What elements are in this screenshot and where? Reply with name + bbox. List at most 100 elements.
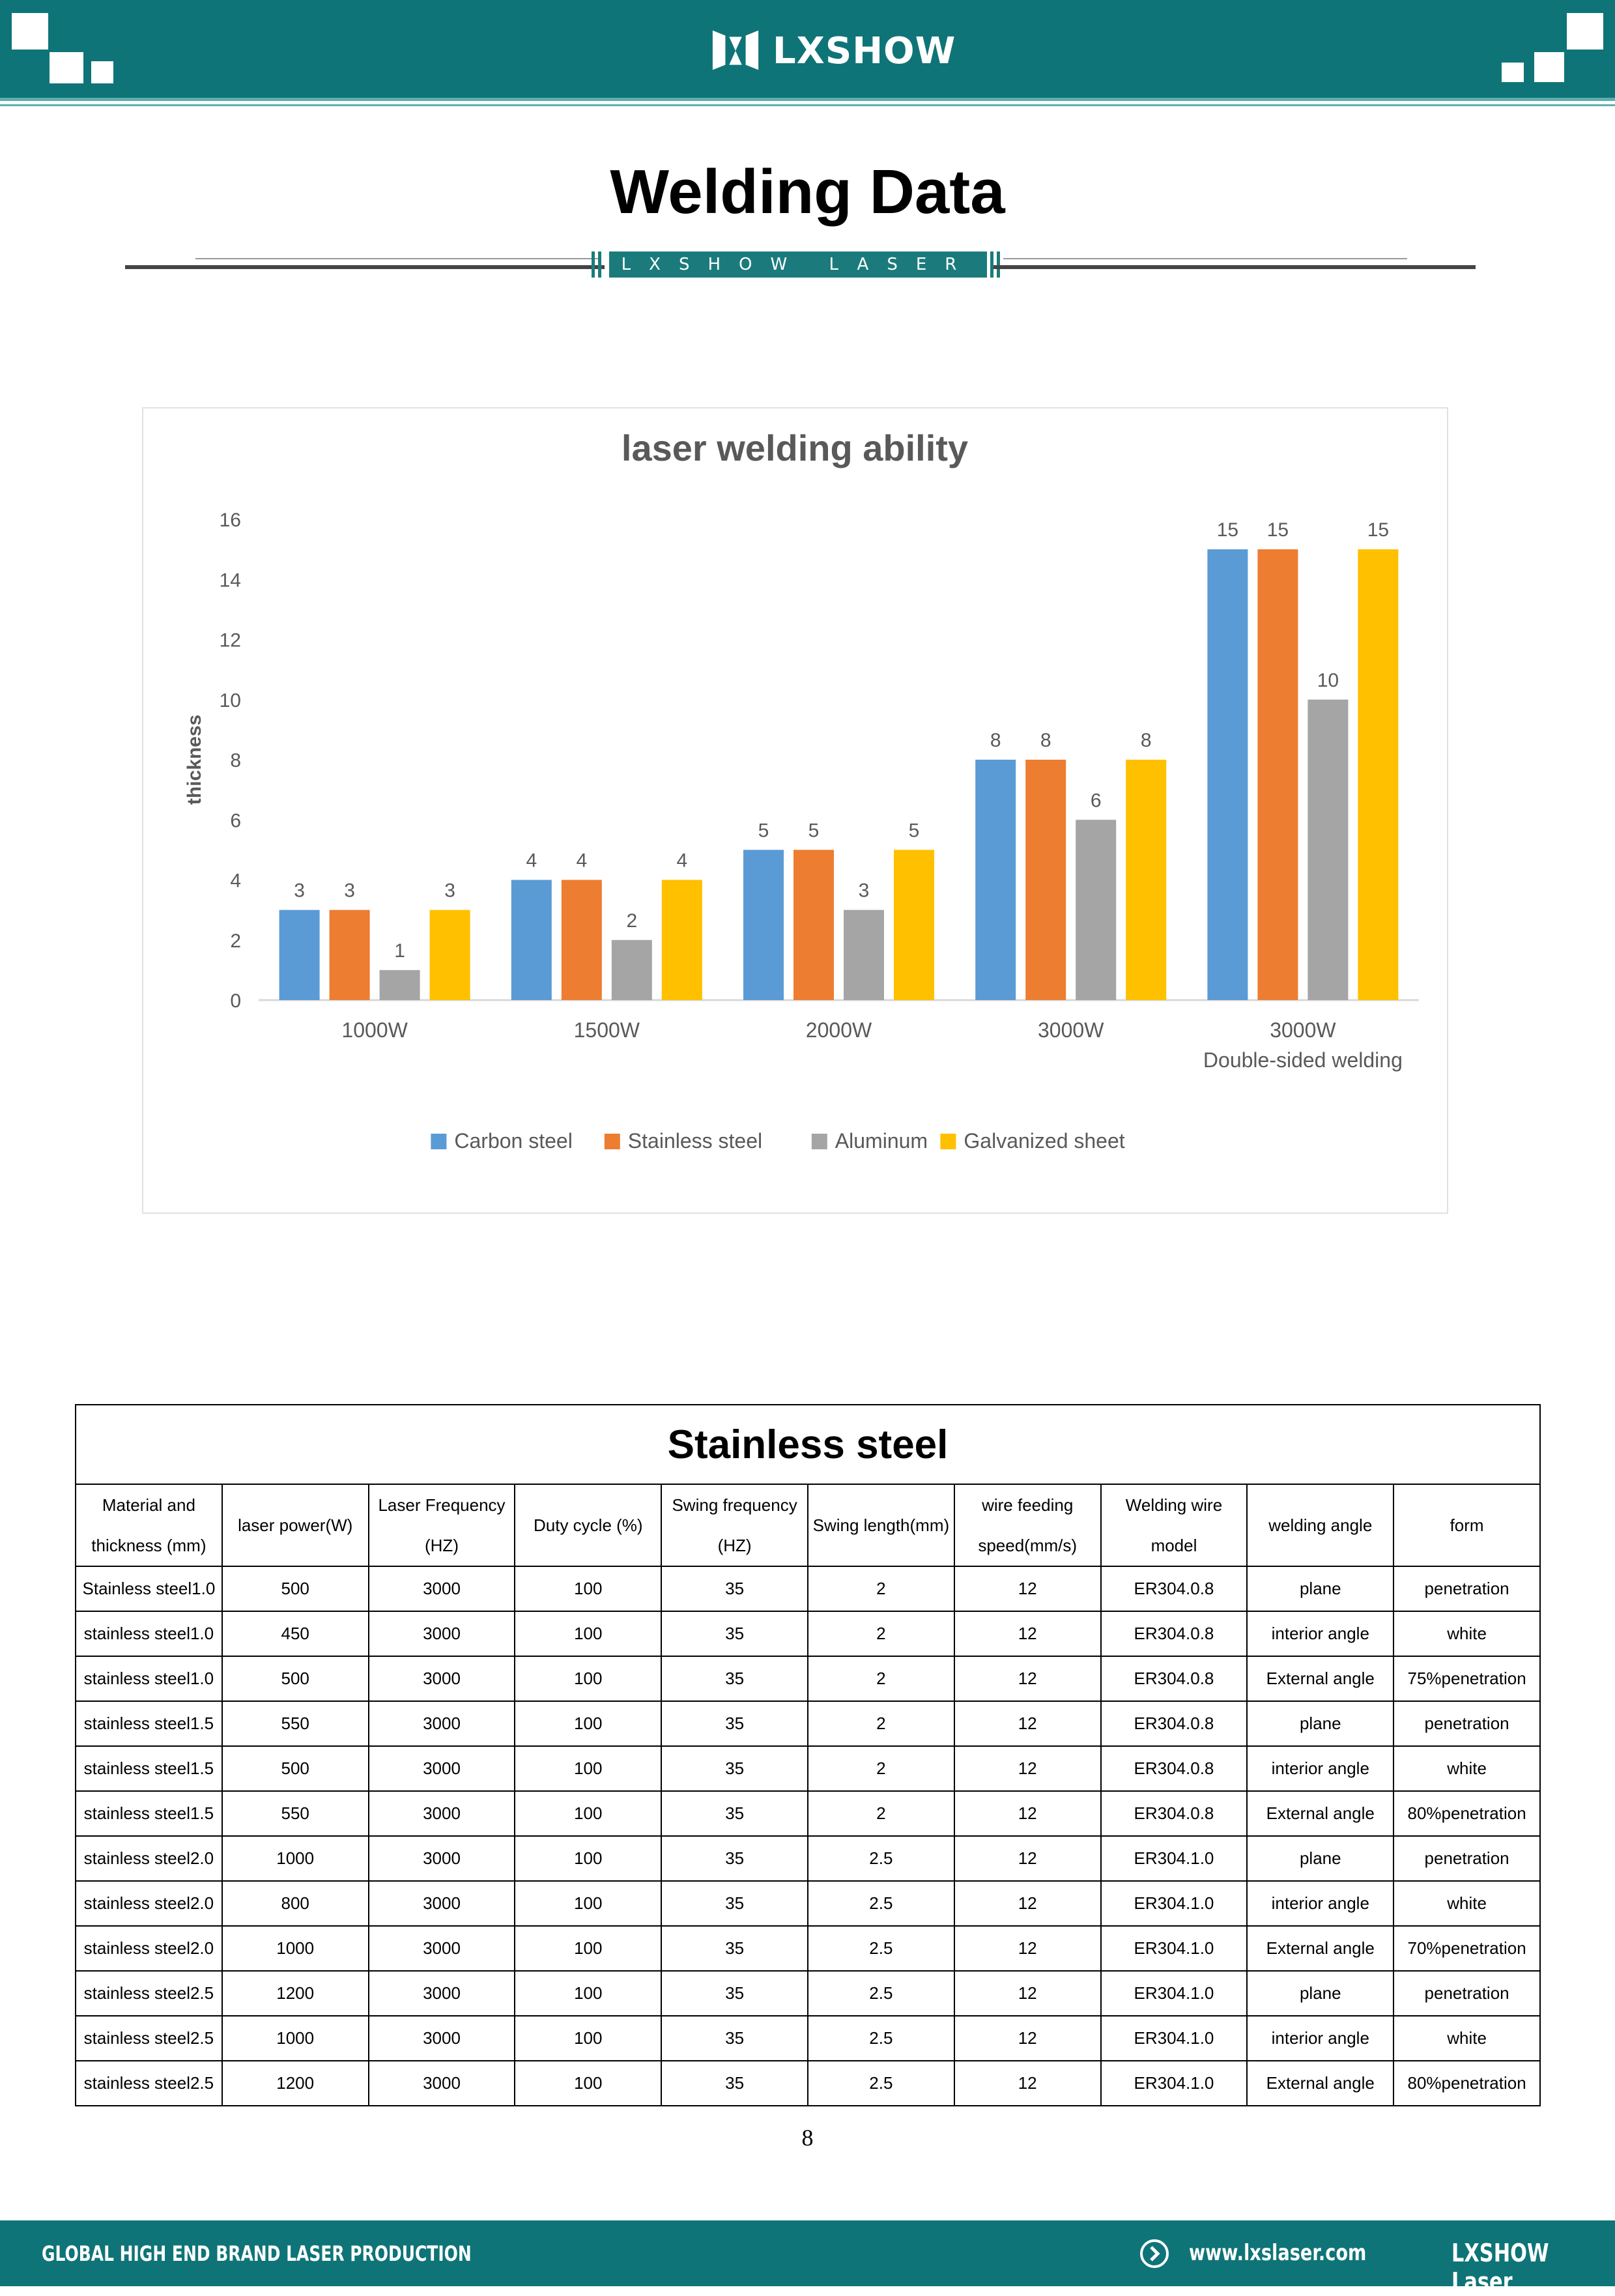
table-header-text: Duty cycle (%) [534,1515,643,1535]
bar-data-label: 4 [676,850,687,872]
chart-bar [661,880,702,1000]
table-cell: ER304.1.0 [1100,1925,1248,1972]
ribbon-bars-left [592,251,603,278]
table-cell: 100 [514,1880,663,1927]
table-header-text: speed(mm/s) [978,1536,1078,1555]
table-header-cell: Material and thickness (mm) [75,1484,223,1567]
table-cell: 3000 [367,1745,516,1792]
table-cell: 35 [661,2015,808,2061]
table-cell: stainless steel2.0 [75,1925,223,1972]
table-cell: stainless steel1.5 [75,1745,223,1792]
table-cell: 12 [953,1566,1102,1612]
table-cell: 3000 [367,1880,516,1927]
table-cell: white [1393,1880,1541,1927]
lxshow-logo-icon [712,30,759,70]
table-header-text: wire feeding [982,1495,1074,1515]
table-header-cell: laser power(W) [221,1484,369,1567]
table-row: stainless steel2.0 1000 3000 100 35 2.5 12 ER30… [75,1835,1541,1882]
table-cell: ER304.0.8 [1100,1656,1248,1702]
table-row: stainless steel2.5 1000 3000 100 35 2.5 12 ER30… [75,2015,1541,2061]
table-cell: 2 [807,1611,955,1657]
bar-data-label: 15 [1217,519,1238,541]
bar-data-label: 15 [1267,519,1289,541]
table-cell: 12 [953,1656,1102,1702]
page-footer: GLOBAL HIGH END BRAND LASER PRODUCTION w… [0,2220,1615,2296]
y-tick-label: 14 [220,569,241,591]
table-cell: 35 [661,1700,808,1747]
table-cell: 100 [514,1700,663,1747]
table-cell: 100 [514,2015,663,2061]
table-cell: interior angle [1246,1745,1395,1792]
table-cell: ER304.1.0 [1100,1835,1248,1882]
y-tick-label: 12 [220,630,241,652]
table-cell: External angle [1246,2060,1395,2106]
table-header-text: Welding wire [1125,1495,1223,1515]
table-cell: 3000 [367,2060,516,2106]
chart-bar [975,760,1016,1000]
decor-square [1502,63,1524,82]
header-rule [0,98,1615,101]
chart-bar [1076,820,1117,1000]
table-cell: 80%penetration [1393,2060,1541,2106]
stainless-steel-table: Stainless steel Material and thickness (m… [75,1404,1541,2106]
x-tick-label: 1000W [341,1018,408,1042]
table-header-cell: wire feeding speed(mm/s) [953,1484,1102,1567]
footer-url[interactable]: www.lxslaser.com [1189,2240,1367,2266]
table-header-cell: Welding wire model [1100,1484,1248,1567]
table-cell: 1000 [221,2015,369,2061]
table-cell: stainless steel1.5 [75,1700,223,1747]
bar-data-label: 10 [1317,670,1339,691]
table-cell: 100 [514,1611,663,1657]
chart-bar [561,880,602,1000]
table-cell: 12 [953,1835,1102,1882]
x-tick-label: 3000W [1270,1018,1336,1042]
table-header-text: welding angle [1268,1515,1373,1535]
bar-data-label: 8 [1141,730,1152,751]
chart-bar [1257,549,1298,1000]
x-tick-label: 1500W [574,1018,640,1042]
table-cell: stainless steel1.0 [75,1611,223,1657]
y-axis-label: thickness [184,715,205,805]
footer-brand: LXSHOW Laser [1451,2239,1549,2296]
y-tick-label: 8 [230,750,241,771]
bar-data-label: 3 [294,880,305,902]
table-cell: penetration [1393,1700,1541,1747]
table-header-text: laser power(W) [238,1515,353,1535]
page-header: LXSHOW [0,0,1615,98]
title-divider-right [993,265,1476,269]
chart-bar [379,969,420,1000]
table-header-text: Swing frequency [672,1495,797,1515]
table-cell: interior angle [1246,1880,1395,1927]
table-cell: 70%penetration [1393,1925,1541,1972]
table-cell: ER304.0.8 [1100,1566,1248,1612]
table-cell: 3000 [367,2015,516,2061]
x-tick-label: 3000W [1038,1018,1104,1042]
table-cell: 100 [514,1745,663,1792]
table-cell: 100 [514,1656,663,1702]
table-cell: 35 [661,2060,808,2106]
table-cell: stainless steel2.5 [75,2015,223,2061]
table-cell: penetration [1393,1970,1541,2016]
table-cell: 12 [953,2060,1102,2106]
table-cell: 500 [221,1656,369,1702]
bar-data-label: 3 [444,880,455,902]
table-cell: 100 [514,1835,663,1882]
table-cell: 12 [953,1700,1102,1747]
table-title: Stainless steel [75,1404,1541,1485]
table-cell: 3000 [367,1566,516,1612]
title-divider-left [125,265,605,269]
page-title: Welding Data [610,157,1005,227]
table-cell: 100 [514,2060,663,2106]
table-cell: ER304.1.0 [1100,2060,1248,2106]
table-cell: 12 [953,1611,1102,1657]
table-cell: ER304.0.8 [1100,1790,1248,1837]
table-header-cell: welding angle [1246,1484,1395,1567]
chart-bar [793,850,834,1000]
table-cell: 80%penetration [1393,1790,1541,1837]
table-row: stainless steel1.5 500 3000 100 35 2 12 ER304.0… [75,1745,1541,1792]
footer-tagline: GLOBAL HIGH END BRAND LASER PRODUCTION [42,2241,472,2266]
table-cell: ER304.1.0 [1100,2015,1248,2061]
legend-label: Aluminum [835,1129,928,1153]
table-cell: 35 [661,1790,808,1837]
table-header-text: Laser Frequency [378,1495,506,1515]
